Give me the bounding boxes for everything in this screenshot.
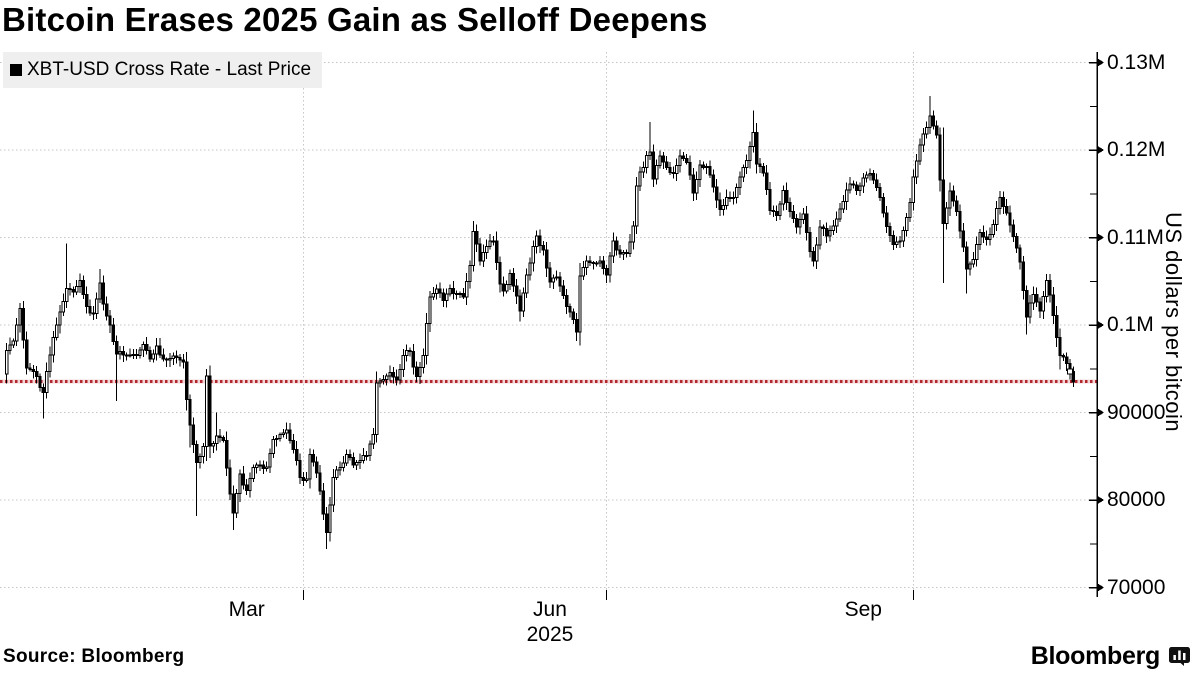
y-tick-label: 70000 — [1107, 575, 1166, 599]
y-tick-label: 0.1M — [1107, 313, 1154, 336]
y-tick-label: 0.12M — [1107, 138, 1166, 161]
bloomberg-logo: Bloomberg — [1031, 642, 1190, 671]
y-tick-label: 0.11M — [1107, 225, 1164, 249]
y-tick-label: 80000 — [1107, 488, 1166, 511]
chart-title: Bitcoin Erases 2025 Gain as Selloff Deep… — [2, 1, 708, 38]
bloomberg-wordmark: Bloomberg — [1030, 642, 1161, 670]
y-tick-label: 90000 — [1107, 400, 1166, 424]
bloomberg-logo-icon — [1169, 647, 1190, 666]
legend-label: XBT-USD Cross Rate - Last Price — [27, 59, 312, 80]
source-label: Source: Bloomberg — [3, 646, 185, 667]
legend: XBT-USD Cross Rate - Last Price — [3, 52, 323, 88]
x-tick-label: Mar — [228, 598, 265, 621]
y-tick-label: 0.13M — [1107, 50, 1166, 74]
x-tick-label: Sep — [844, 598, 882, 621]
x-tick-label: Jun — [533, 598, 567, 621]
legend-swatch-icon — [10, 64, 22, 76]
y-axis-title: US dollars per bitcoin — [1161, 212, 1186, 433]
x-axis-year-label: 2025 — [526, 623, 574, 646]
